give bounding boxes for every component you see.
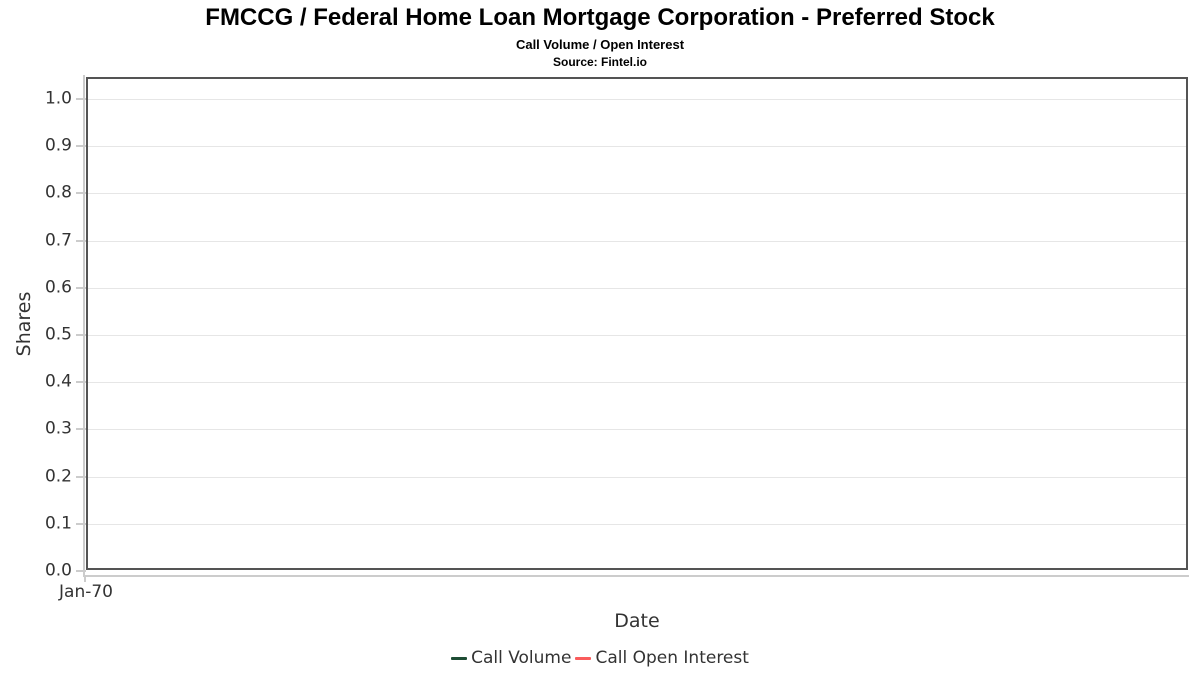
y-tick-mark — [76, 145, 86, 148]
y-tick-mark — [76, 192, 86, 195]
y-tick-mark — [76, 239, 86, 242]
y-tick-mark — [76, 428, 86, 431]
gridline — [88, 287, 1186, 289]
x-tick-label: Jan-70 — [59, 582, 113, 602]
y-tick-label: 0.3 — [44, 418, 72, 439]
y-tick-label: 1.0 — [44, 88, 72, 109]
y-tick-label: 0.1 — [44, 513, 72, 534]
x-tick-mark — [84, 577, 86, 582]
legend-item-call-open-interest[interactable]: Call Open Interest — [575, 648, 749, 668]
gridline — [88, 99, 1186, 100]
chart-header: FMCCG / Federal Home Loan Mortgage Corpo… — [0, 4, 1200, 69]
y-tick-mark — [76, 286, 86, 289]
y-tick-mark — [76, 570, 86, 572]
y-axis-line — [83, 75, 85, 576]
gridline — [88, 476, 1186, 478]
y-tick-mark — [76, 475, 86, 478]
y-tick-mark — [76, 522, 86, 525]
y-tick-label: 0.0 — [44, 560, 72, 581]
legend-series-label: Call Volume — [471, 648, 572, 668]
gridline — [88, 382, 1186, 384]
y-tick-label: 0.6 — [44, 277, 72, 298]
gridline — [88, 335, 1186, 336]
y-tick-label: 0.8 — [44, 182, 72, 203]
gridline — [88, 429, 1186, 431]
y-tick-label: 0.2 — [44, 466, 72, 487]
gridline — [88, 523, 1186, 525]
y-tick-label: 0.7 — [44, 230, 72, 251]
y-tick-label: 0.4 — [44, 371, 72, 392]
chart-source: Source: Fintel.io — [552, 54, 647, 69]
y-tick-mark — [76, 98, 86, 100]
gridline — [88, 146, 1186, 148]
chart-title: FMCCG / Federal Home Loan Mortgage Corpo… — [205, 4, 995, 31]
gridline — [88, 240, 1186, 242]
y-tick-label: 0.9 — [44, 135, 72, 156]
x-axis-title: Date — [614, 610, 660, 632]
y-tick-label: 0.5 — [44, 324, 72, 345]
plot-area — [86, 77, 1188, 570]
legend-series-dash-icon — [451, 656, 468, 660]
y-tick-mark — [76, 381, 86, 384]
y-tick-mark — [76, 334, 86, 336]
legend-series-dash-icon — [575, 656, 592, 660]
y-axis-title: Shares — [13, 291, 35, 357]
legend: Call Volume Call Open Interest — [0, 648, 1200, 668]
gridline — [88, 193, 1186, 195]
legend-item-call-volume[interactable]: Call Volume — [451, 648, 571, 668]
chart-subtitle: Call Volume / Open Interest — [515, 36, 685, 52]
x-axis-line — [83, 575, 1189, 577]
legend-series-label: Call Open Interest — [595, 648, 749, 668]
